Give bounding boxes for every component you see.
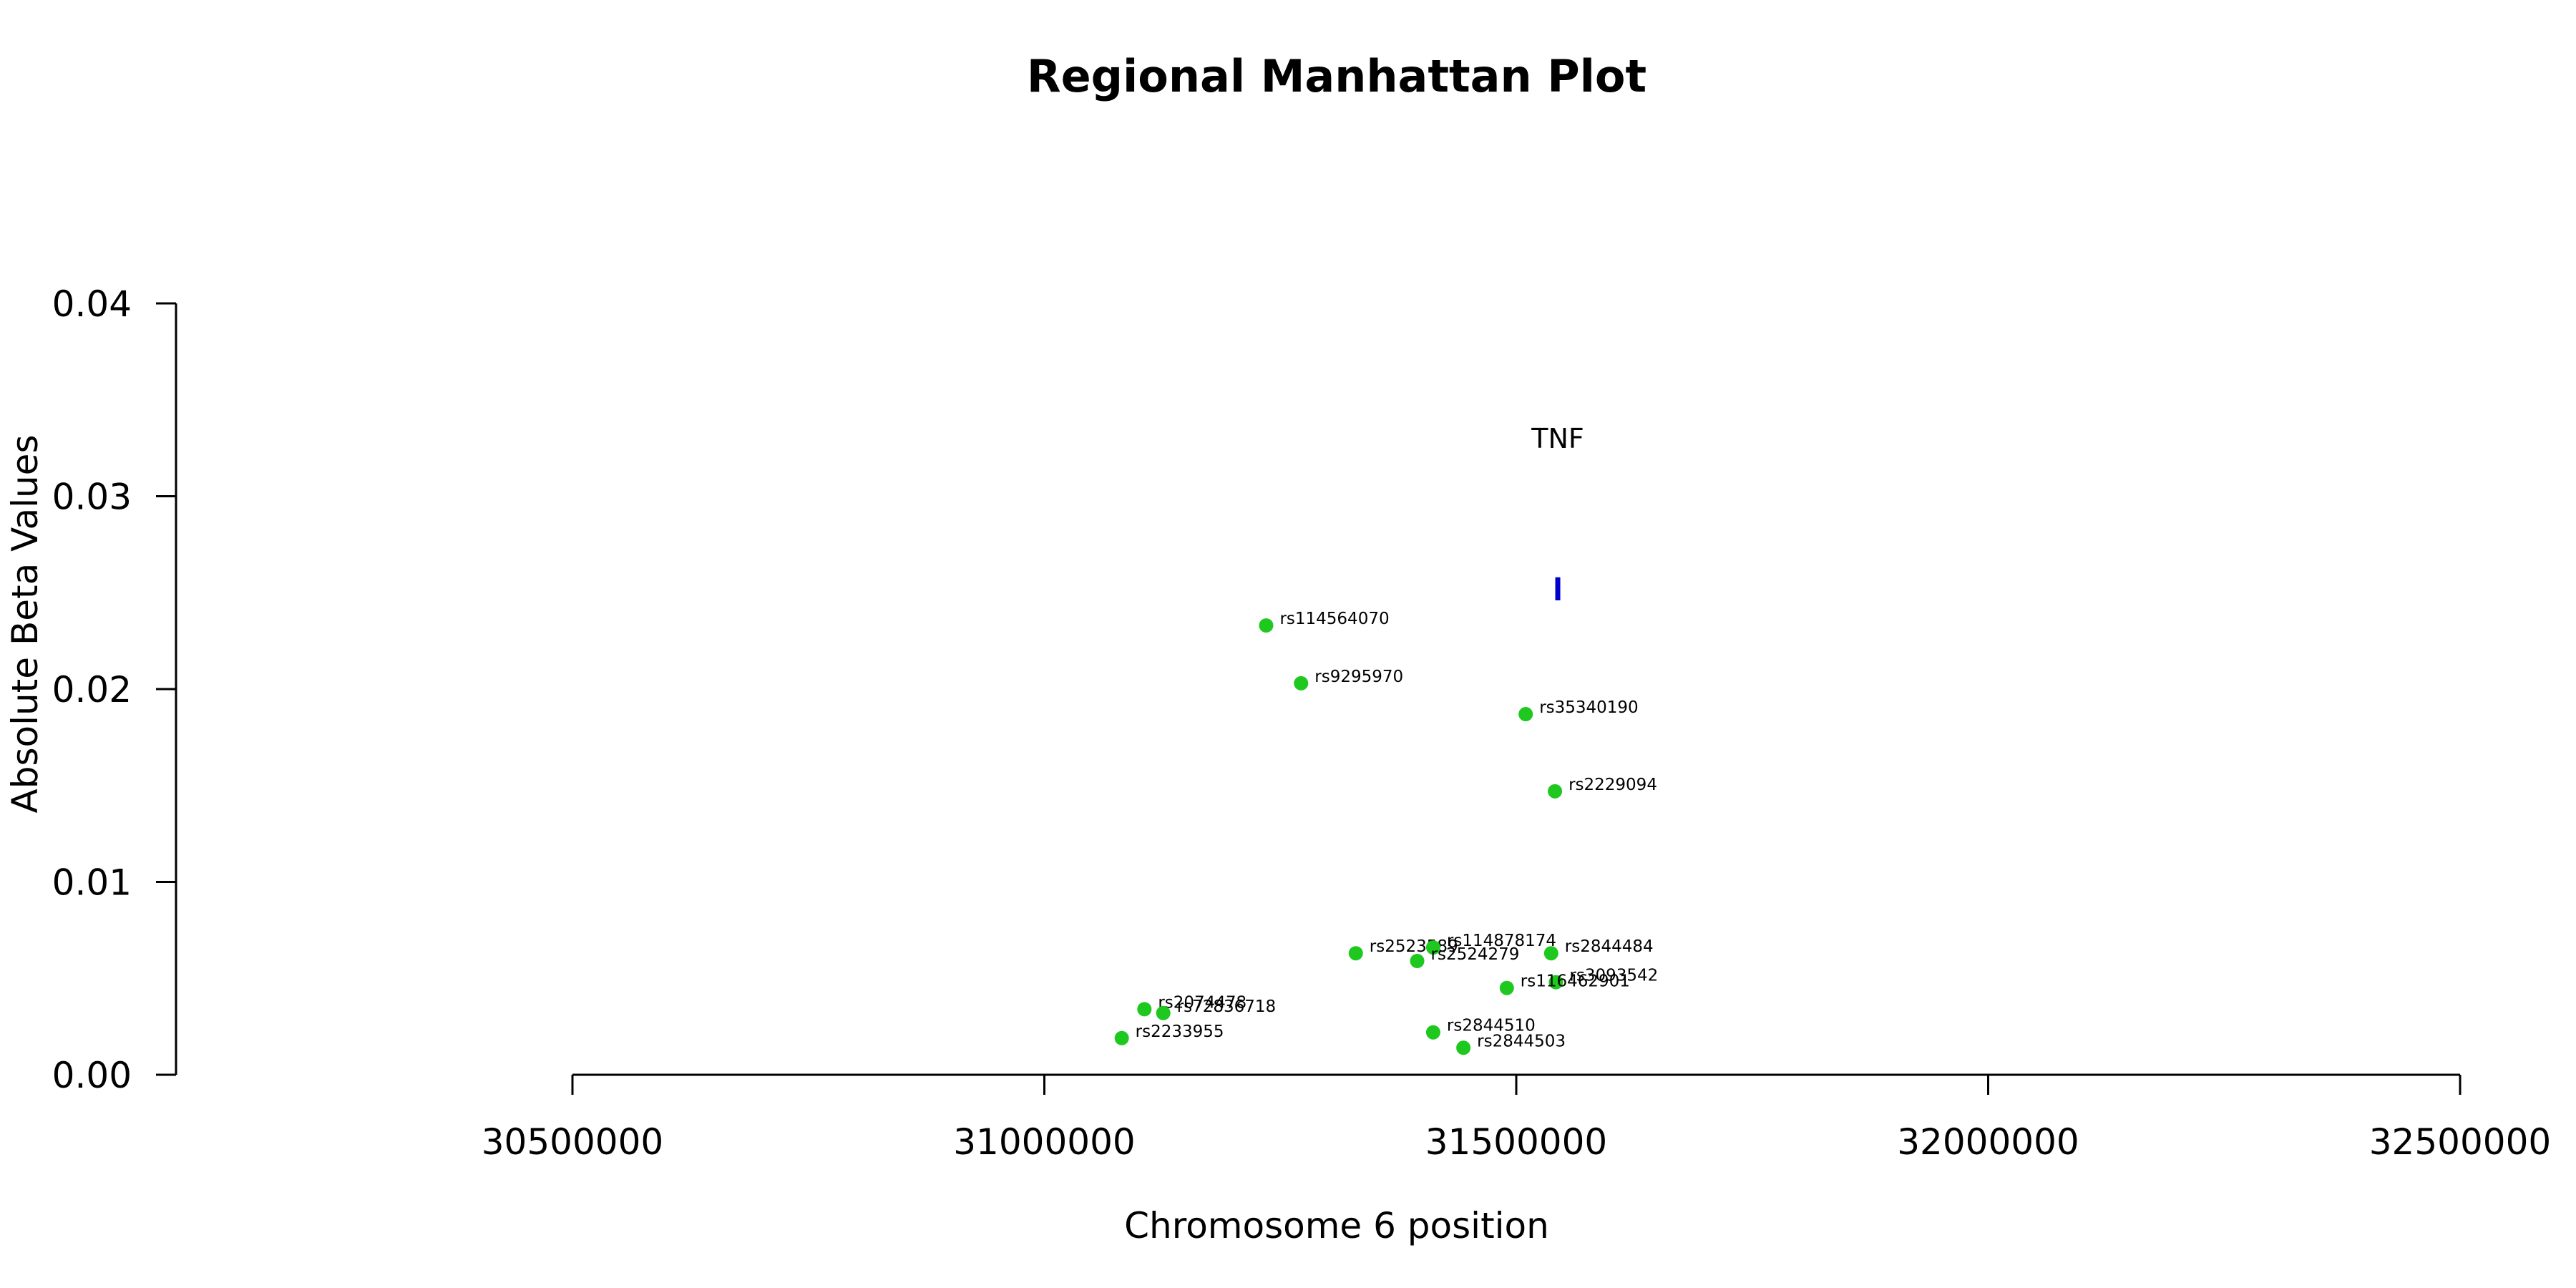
gene-label: TNF (1531, 423, 1584, 454)
x-tick-label: 32500000 (2369, 1121, 2552, 1163)
snp-point (1500, 981, 1514, 995)
x-tick-label: 31000000 (953, 1121, 1136, 1163)
x-axis-ticks: 30500000 31000000 31500000 32000000 32500000 (482, 1075, 2552, 1163)
y-axis-ticks: 0.00 0.01 0.02 0.03 0.04 (52, 283, 176, 1096)
data-points: rs114564070 rs9295970 rs35340190 rs2229094 r… (1115, 610, 1659, 1055)
snp-point (1156, 1006, 1171, 1020)
y-tick-label: 0.04 (52, 283, 132, 325)
snp-label: rs2233955 (1136, 1023, 1224, 1041)
x-tick-label: 31500000 (1425, 1121, 1608, 1163)
snp-point (1544, 946, 1558, 960)
snp-point (1426, 1025, 1440, 1040)
snp-label: rs9295970 (1314, 668, 1403, 686)
y-tick-label: 0.03 (52, 477, 132, 518)
snp-point (1115, 1031, 1129, 1045)
snp-point (1349, 946, 1363, 960)
snp-point (1548, 784, 1562, 799)
gene-markers: TNF (1531, 423, 1584, 600)
snp-point (1294, 676, 1308, 691)
snp-point (1137, 1002, 1151, 1016)
snp-label: rs2844503 (1477, 1032, 1566, 1050)
snp-point (1518, 707, 1533, 721)
chart-title: Regional Manhattan Plot (1027, 50, 1646, 102)
x-tick-label: 30500000 (482, 1121, 664, 1163)
snp-label: rs72836718 (1177, 997, 1277, 1016)
snp-point (1456, 1040, 1470, 1055)
y-tick-label: 0.02 (52, 669, 132, 711)
x-tick-label: 32000000 (1897, 1121, 2079, 1163)
snp-point (1410, 954, 1425, 968)
snp-label: rs114564070 (1279, 610, 1389, 628)
snp-label: rs2524279 (1431, 945, 1520, 964)
snp-point (1259, 618, 1273, 633)
x-axis-label: Chromosome 6 position (1124, 1205, 1549, 1246)
snp-label: rs2229094 (1568, 776, 1657, 794)
y-tick-label: 0.00 (52, 1055, 132, 1096)
snp-label: rs2844484 (1565, 937, 1654, 956)
snp-label: rs116462901 (1521, 972, 1630, 991)
y-axis-label: Absolute Beta Values (4, 435, 46, 814)
y-tick-label: 0.01 (52, 862, 132, 904)
snp-label: rs35340190 (1539, 698, 1639, 717)
